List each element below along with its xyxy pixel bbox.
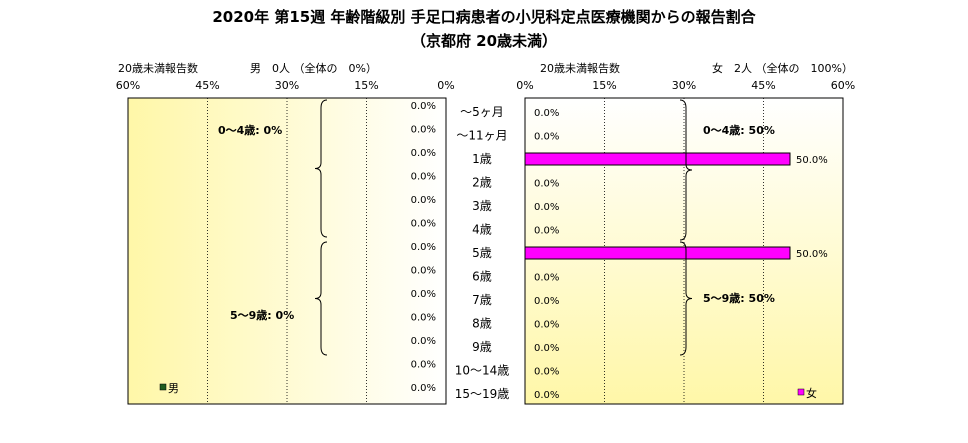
right-value-label: 0.0% — [534, 296, 559, 307]
left-value-label: 0.0% — [411, 219, 436, 230]
left-value-label: 0.0% — [411, 172, 436, 183]
category-label: 6歳 — [472, 270, 492, 284]
category-label: 15～19歳 — [455, 387, 510, 401]
left-value-label: 0.0% — [411, 383, 436, 394]
right-axis-tick: 30% — [672, 79, 696, 92]
right-header-summary: 女 2人 （全体の 100%） — [712, 61, 853, 75]
left-value-label: 0.0% — [411, 101, 436, 112]
left-header-summary: 男 0人 （全体の 0%） — [250, 61, 377, 75]
right-brace — [679, 241, 693, 356]
left-value-label: 0.0% — [411, 125, 436, 136]
left-axis-tick: 15% — [354, 79, 378, 92]
left-axis-tick: 0% — [437, 79, 454, 92]
left-group-label: 5～9歳: 0% — [230, 308, 294, 322]
chart-subtitle: （京都府 20歳未満） — [410, 32, 558, 50]
left-value-label: 0.0% — [411, 242, 436, 253]
category-label: 10～14歳 — [455, 364, 510, 378]
legend-swatch-female — [797, 388, 805, 396]
right-value-label: 0.0% — [534, 132, 559, 143]
legend-label-female: 女 — [806, 386, 817, 400]
left-value-label: 0.0% — [411, 313, 436, 324]
left-value-label: 0.0% — [411, 360, 436, 371]
right-value-label: 0.0% — [534, 367, 559, 378]
legend-swatch-male — [159, 383, 167, 391]
right-value-label: 0.0% — [534, 320, 559, 331]
left-header-label: 20歳未満報告数 — [118, 62, 198, 75]
category-label: ～11ヶ月 — [456, 129, 507, 143]
left-brace — [314, 99, 328, 238]
right-value-label: 50.0% — [796, 155, 828, 166]
legend-label-male: 男 — [168, 382, 179, 395]
chart-title: 2020年 第15週 年齢階級別 手足口病患者の小児科定点医療機関からの報告割合 — [212, 8, 756, 26]
right-group-label: 5～9歳: 50% — [703, 291, 775, 305]
right-axis-tick: 0% — [516, 79, 533, 92]
right-value-label: 0.0% — [534, 273, 559, 284]
left-axis-tick: 30% — [275, 79, 299, 92]
right-axis-tick: 60% — [831, 79, 855, 92]
right-value-label: 0.0% — [534, 202, 559, 213]
right-header-label: 20歳未満報告数 — [540, 62, 620, 75]
right-bar — [524, 152, 791, 166]
category-label: 5歳 — [472, 246, 492, 260]
left-group-label: 0～4歳: 0% — [218, 123, 282, 137]
left-value-label: 0.0% — [411, 266, 436, 277]
right-value-label: 0.0% — [534, 179, 559, 190]
left-value-label: 0.0% — [411, 148, 436, 159]
left-value-label: 0.0% — [411, 289, 436, 300]
category-label: 4歳 — [472, 223, 492, 237]
category-label: 7歳 — [472, 293, 492, 307]
right-value-label: 50.0% — [796, 249, 828, 260]
category-label: 2歳 — [472, 176, 492, 190]
right-value-label: 0.0% — [534, 226, 559, 237]
right-value-label: 0.0% — [534, 108, 559, 119]
left-axis-tick: 60% — [116, 79, 140, 92]
category-label: 9歳 — [472, 340, 492, 354]
category-label: 3歳 — [472, 199, 492, 213]
category-label: 1歳 — [472, 152, 492, 166]
category-label: 8歳 — [472, 317, 492, 331]
right-value-label: 0.0% — [534, 343, 559, 354]
right-axis-tick: 15% — [592, 79, 616, 92]
right-axis-tick: 45% — [751, 79, 775, 92]
left-axis-tick: 45% — [195, 79, 219, 92]
left-brace — [314, 241, 328, 356]
left-value-label: 0.0% — [411, 336, 436, 347]
right-group-label: 0～4歳: 50% — [703, 123, 775, 137]
category-label: ～5ヶ月 — [460, 105, 504, 119]
right-value-label: 0.0% — [534, 390, 559, 401]
right-bar — [524, 246, 791, 260]
left-value-label: 0.0% — [411, 195, 436, 206]
right-brace — [679, 99, 693, 241]
